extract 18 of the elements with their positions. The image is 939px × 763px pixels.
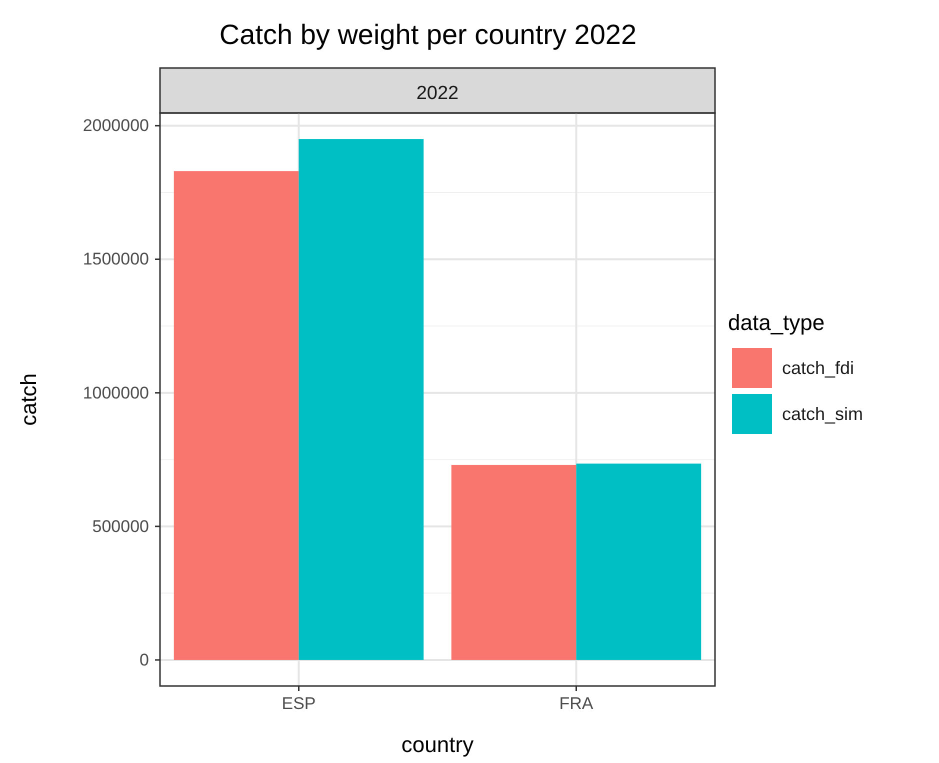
legend-title: data_type [728,310,825,335]
bar [451,464,576,660]
chart-subtitle: 2022 [416,83,459,104]
y-tick-label: 1000000 [82,383,149,402]
legend-label: catch_fdi [782,358,854,378]
x-axis-title: country [401,732,474,757]
y-tick-label: 0 [140,650,149,670]
chart-title: Catch by weight per country 2022 [219,19,637,50]
y-tick-label: 500000 [92,516,149,536]
x-tick-label: FRA [559,694,594,714]
y-tick-label: 1500000 [82,250,149,269]
legend-label: catch_sim [782,404,864,424]
bar [174,171,299,660]
bar [576,464,702,660]
bar [298,139,424,660]
y-tick-label: 2000000 [82,116,149,136]
x-tick-label: ESP [282,694,316,714]
y-axis-title: catch [16,373,41,426]
